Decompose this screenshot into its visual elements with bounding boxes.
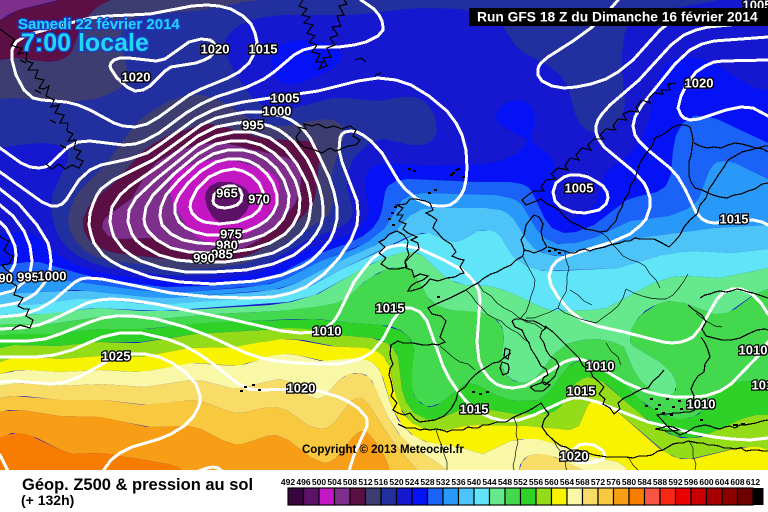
svg-text:516: 516 xyxy=(374,477,388,487)
svg-text:556: 556 xyxy=(529,477,543,487)
svg-text:552: 552 xyxy=(513,477,527,487)
svg-text:975: 975 xyxy=(220,227,242,242)
svg-text:1005: 1005 xyxy=(565,181,594,196)
svg-text:504: 504 xyxy=(327,477,341,487)
svg-text:980: 980 xyxy=(216,238,238,253)
svg-text:544: 544 xyxy=(482,477,496,487)
svg-text:1015: 1015 xyxy=(460,402,489,417)
svg-text:990: 990 xyxy=(0,271,13,286)
svg-text:Copyright © 2013 Meteociel.fr: Copyright © 2013 Meteociel.fr xyxy=(302,444,464,456)
svg-text:1010: 1010 xyxy=(586,359,615,374)
svg-text:596: 596 xyxy=(684,477,698,487)
svg-text:970: 970 xyxy=(248,192,270,207)
svg-text:1015: 1015 xyxy=(567,384,596,399)
svg-text:995: 995 xyxy=(242,118,264,133)
svg-text:528: 528 xyxy=(420,477,434,487)
svg-text:524: 524 xyxy=(405,477,419,487)
svg-text:588: 588 xyxy=(653,477,667,487)
svg-text:1020: 1020 xyxy=(287,381,316,396)
svg-text:965: 965 xyxy=(216,186,238,201)
svg-text:1010: 1010 xyxy=(687,397,716,412)
svg-text:600: 600 xyxy=(699,477,713,487)
svg-text:985: 985 xyxy=(211,247,233,262)
svg-text:548: 548 xyxy=(498,477,512,487)
svg-text:560: 560 xyxy=(544,477,558,487)
svg-text:1010: 1010 xyxy=(739,343,768,358)
svg-text:496: 496 xyxy=(296,477,310,487)
svg-text:500: 500 xyxy=(312,477,326,487)
svg-text:1015: 1015 xyxy=(376,301,405,316)
svg-text:7:00 locale: 7:00 locale xyxy=(21,29,149,57)
svg-text:612: 612 xyxy=(746,477,760,487)
svg-text:572: 572 xyxy=(591,477,605,487)
svg-text:1005: 1005 xyxy=(271,91,300,106)
svg-text:608: 608 xyxy=(730,477,744,487)
svg-text:568: 568 xyxy=(575,477,589,487)
svg-text:492: 492 xyxy=(281,477,295,487)
svg-text:(+ 132h): (+ 132h) xyxy=(21,492,74,508)
svg-text:1020: 1020 xyxy=(560,449,589,464)
svg-text:1015: 1015 xyxy=(249,42,278,57)
svg-text:592: 592 xyxy=(668,477,682,487)
svg-text:Run GFS 18 Z du Dimanche 16 fé: Run GFS 18 Z du Dimanche 16 février 2014 xyxy=(477,10,758,25)
svg-text:580: 580 xyxy=(622,477,636,487)
svg-text:1025: 1025 xyxy=(102,349,131,364)
svg-text:1015: 1015 xyxy=(752,378,768,393)
svg-text:1020: 1020 xyxy=(685,76,714,91)
svg-text:1015: 1015 xyxy=(720,212,749,227)
svg-text:520: 520 xyxy=(389,477,403,487)
svg-text:1010: 1010 xyxy=(313,324,342,339)
svg-text:995: 995 xyxy=(17,270,39,285)
svg-text:536: 536 xyxy=(451,477,465,487)
svg-text:604: 604 xyxy=(715,477,729,487)
svg-text:532: 532 xyxy=(436,477,450,487)
svg-text:564: 564 xyxy=(560,477,574,487)
svg-text:508: 508 xyxy=(343,477,357,487)
svg-text:512: 512 xyxy=(358,477,372,487)
svg-text:576: 576 xyxy=(606,477,620,487)
svg-text:1020: 1020 xyxy=(122,70,151,85)
svg-text:Géop. Z500 & pression au sol: Géop. Z500 & pression au sol xyxy=(22,476,253,494)
svg-text:1000: 1000 xyxy=(263,104,292,119)
svg-text:1020: 1020 xyxy=(201,42,230,57)
svg-text:Samedi 22 février 2014: Samedi 22 février 2014 xyxy=(18,16,180,33)
svg-text:1000: 1000 xyxy=(38,269,67,284)
svg-text:990: 990 xyxy=(193,251,215,266)
svg-text:540: 540 xyxy=(467,477,481,487)
svg-text:584: 584 xyxy=(637,477,651,487)
